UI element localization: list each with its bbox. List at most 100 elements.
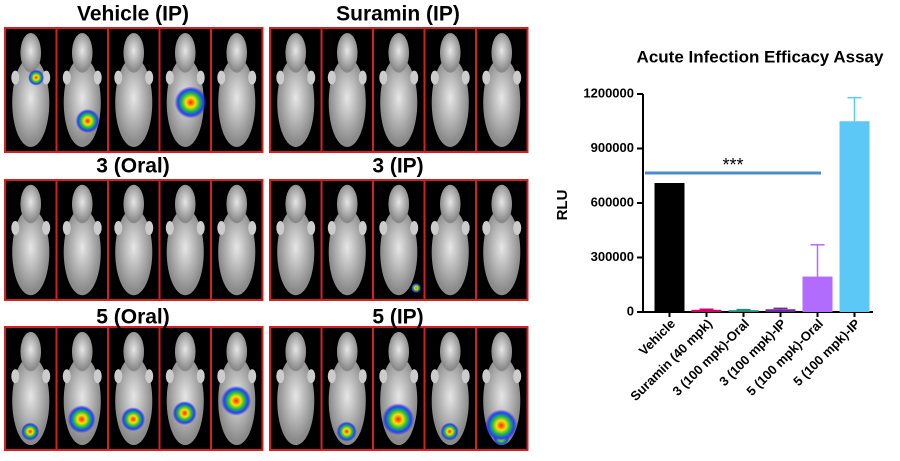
- mouse-head: [336, 32, 358, 73]
- y-axis-label: RLU: [554, 190, 571, 221]
- mouse-arm: [196, 221, 205, 235]
- signal: [75, 109, 100, 133]
- mouse-head: [439, 184, 461, 224]
- mouse-head: [20, 184, 42, 224]
- mouse-arm: [114, 70, 123, 85]
- y-tick-label: 300000: [591, 249, 634, 264]
- mouse-arm: [248, 70, 257, 85]
- signal: [174, 86, 207, 119]
- mouse-arm: [379, 369, 388, 384]
- mouse-arm: [11, 369, 20, 384]
- mouse-body: [277, 208, 315, 296]
- mouse-head: [226, 331, 248, 372]
- mouse-head: [20, 331, 42, 372]
- mouse-arm: [217, 369, 226, 384]
- y-tick-label: 900000: [591, 140, 634, 155]
- x-tick-label: 5 (100 mpk)-IP: [790, 316, 863, 389]
- mouse-arm: [217, 70, 226, 85]
- panel-label: 3 (IP): [372, 155, 423, 178]
- mouse-head: [226, 184, 248, 224]
- mouse-arm: [307, 70, 316, 85]
- mouse-body: [380, 57, 418, 148]
- mouse-arm: [93, 70, 102, 85]
- y-tick-label: 600000: [591, 194, 634, 209]
- panel-label: 3 (Oral): [96, 155, 170, 178]
- mouse-arm: [461, 70, 470, 85]
- mouse-arm: [379, 221, 388, 235]
- mouse-arm: [327, 221, 336, 235]
- mouse-arm: [482, 70, 491, 85]
- mouse-body: [218, 57, 256, 148]
- signal: [172, 401, 197, 426]
- mouse-arm: [248, 369, 257, 384]
- mouse-head: [174, 32, 196, 73]
- mouse-arm: [513, 369, 522, 384]
- mouse-head: [123, 32, 145, 73]
- mouse-arm: [430, 221, 439, 235]
- mouse-body: [431, 57, 469, 148]
- mouse-arm: [62, 369, 71, 384]
- bar: [802, 276, 833, 312]
- signal: [121, 407, 146, 432]
- mouse-head: [226, 32, 248, 73]
- mouse-arm: [248, 221, 257, 235]
- mouse-arm: [165, 369, 174, 384]
- mouse-arm: [145, 70, 154, 85]
- mouse-head: [439, 32, 461, 73]
- mouse-head: [285, 331, 307, 372]
- significance-label: ***: [722, 155, 743, 175]
- mouse-head: [388, 32, 410, 73]
- bar: [839, 121, 870, 312]
- mouse-arm: [430, 70, 439, 85]
- mouse-body: [115, 57, 153, 148]
- mouse-body: [218, 208, 256, 296]
- mouse-arm: [410, 369, 419, 384]
- mouse-panels: [4, 27, 529, 451]
- mouse-body: [166, 356, 204, 446]
- signal: [67, 405, 96, 434]
- mouse-head: [174, 184, 196, 224]
- mouse-arm: [513, 70, 522, 85]
- mouse-body: [483, 208, 521, 296]
- mouse-arm: [93, 369, 102, 384]
- mouse-arm: [93, 221, 102, 235]
- y-tick-label: 1200000: [583, 85, 634, 100]
- signal: [221, 385, 252, 416]
- mouse-arm: [461, 221, 470, 235]
- signal: [440, 422, 459, 441]
- mouse-head: [123, 184, 145, 224]
- panel-label: 5 (IP): [372, 306, 423, 329]
- bar: [654, 183, 685, 312]
- mouse-body: [115, 208, 153, 296]
- mouse-head: [491, 331, 513, 372]
- mouse-head: [285, 32, 307, 73]
- mouse-body: [277, 57, 315, 148]
- mouse-arm: [165, 70, 174, 85]
- mouse-arm: [196, 369, 205, 384]
- panel-label: Suramin (IP): [336, 3, 460, 26]
- mouse-arm: [276, 70, 285, 85]
- signal: [485, 409, 518, 442]
- mouse-head: [20, 32, 42, 73]
- mouse-body: [12, 356, 50, 446]
- mouse-arm: [513, 221, 522, 235]
- mouse-arm: [482, 369, 491, 384]
- mouse-arm: [42, 369, 51, 384]
- mouse-body: [431, 208, 469, 296]
- mouse-arm: [461, 369, 470, 384]
- mouse-head: [388, 331, 410, 372]
- mouse-arm: [11, 70, 20, 85]
- mouse-arm: [62, 221, 71, 235]
- mouse-head: [336, 331, 358, 372]
- mouse-arm: [307, 369, 316, 384]
- mouse-arm: [217, 221, 226, 235]
- mouse-head: [123, 331, 145, 372]
- mouse-arm: [11, 221, 20, 235]
- mouse-body: [328, 208, 366, 296]
- signal: [21, 422, 40, 441]
- mouse-arm: [482, 221, 491, 235]
- signal: [411, 283, 422, 293]
- mouse-head: [174, 331, 196, 372]
- mouse-arm: [327, 369, 336, 384]
